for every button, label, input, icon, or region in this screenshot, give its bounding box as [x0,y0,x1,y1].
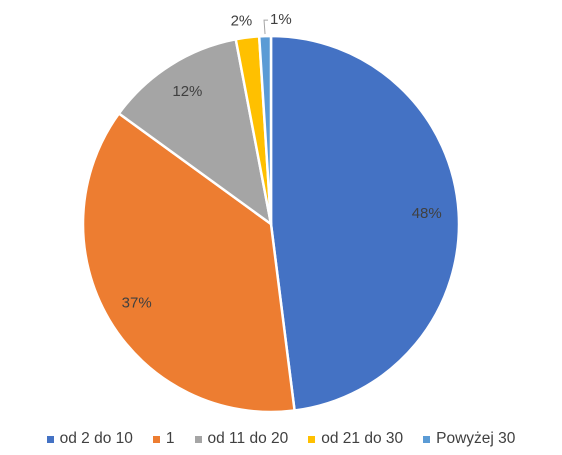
legend-item-od-21-do-30: od 21 do 30 [308,430,403,448]
legend-item-od-2-do-10: od 2 do 10 [46,430,133,448]
pie-slice-od-11-do-20 [117,38,273,226]
data-label-od-21-do-30: 2% [231,13,253,30]
legend: od 2 do 10 1 od 11 do 20 od 21 do 30 Pow… [0,430,562,448]
legend-swatch-od-11-do-20 [194,435,202,443]
legend-label-od-2-do-10: od 2 do 10 [59,430,133,447]
data-label-od-2-do-10: 48% [412,205,442,222]
legend-swatch-od-21-do-30 [308,435,316,443]
pie-chart-svg: 48% 37% 12% 2% 1% [81,11,461,414]
data-label-1: 37% [122,294,152,311]
legend-item-1: 1 [152,430,175,448]
legend-label-1: 1 [165,430,175,447]
legend-swatch-od-2-do-10 [46,435,54,443]
pie-slice-powyzej-30 [257,34,273,226]
data-label-od-11-do-20: 12% [172,83,202,100]
legend-label-od-11-do-20: od 11 do 20 [207,430,289,447]
pie-slice-1 [81,112,296,414]
data-label-powyzej-30: 1% [270,11,292,28]
legend-swatch-1 [152,435,160,443]
legend-label-powyzej-30: Powyżej 30 [436,430,516,447]
legend-item-powyzej-30: Powyżej 30 [423,430,515,448]
legend-label-od-21-do-30: od 21 do 30 [321,430,404,447]
legend-swatch-powyzej-30 [423,435,431,443]
leader-line-powyzej-30 [263,19,269,35]
legend-item-od-11-do-20: od 11 do 20 [194,430,289,448]
pie-slice-od-2-do-10 [269,34,461,412]
